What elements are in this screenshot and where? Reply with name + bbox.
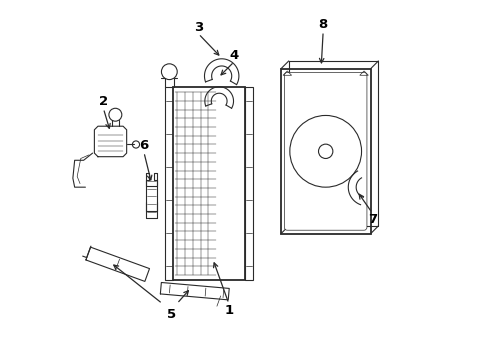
Bar	[281, 69, 370, 234]
Bar	[166, 87, 173, 280]
Text: 8: 8	[318, 18, 328, 31]
Text: 1: 1	[224, 304, 233, 317]
Bar	[173, 87, 245, 280]
FancyBboxPatch shape	[285, 72, 367, 230]
Text: 3: 3	[194, 21, 203, 34]
Text: 2: 2	[99, 95, 108, 108]
Text: 6: 6	[139, 139, 148, 152]
Text: 5: 5	[167, 309, 176, 321]
Bar	[245, 87, 253, 280]
Text: 7: 7	[368, 213, 377, 226]
Text: 4: 4	[230, 49, 239, 62]
